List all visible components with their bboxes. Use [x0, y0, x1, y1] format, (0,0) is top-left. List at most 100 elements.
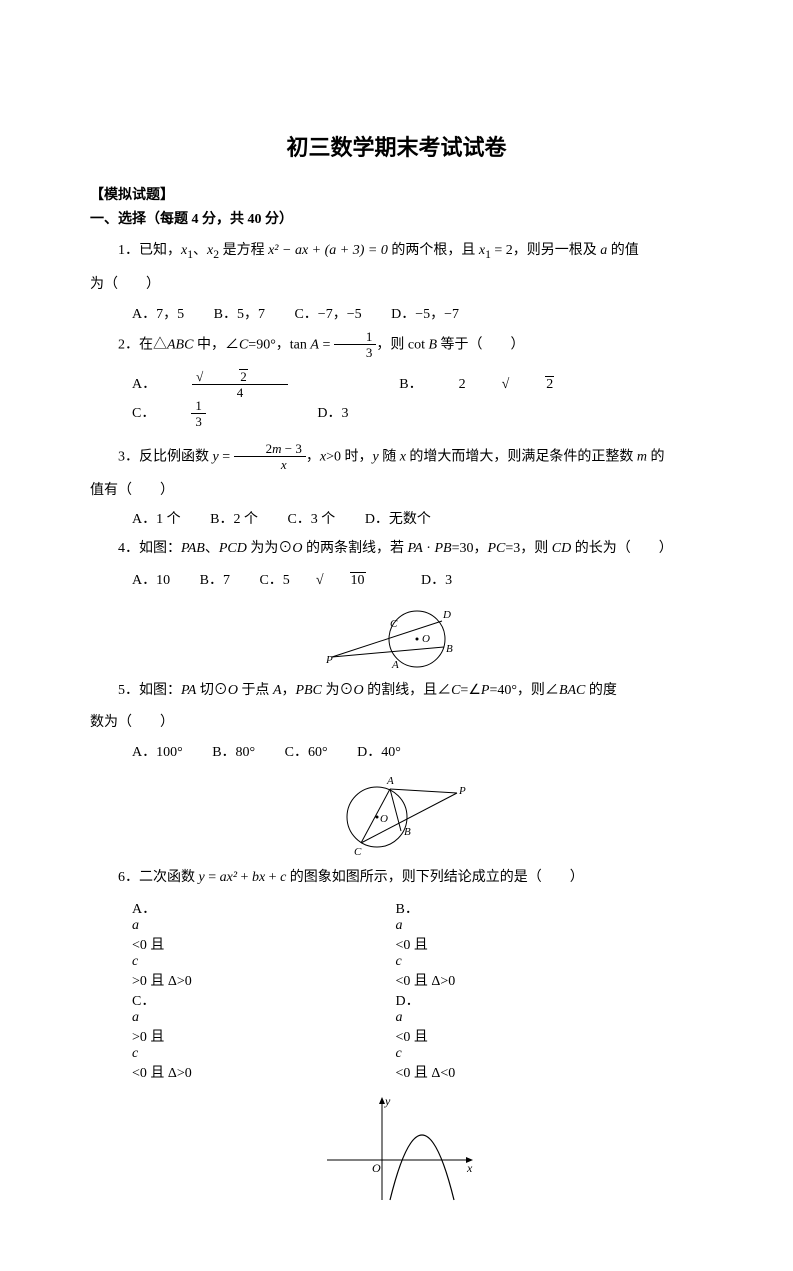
q2-opt-b-pre: B． — [399, 373, 422, 393]
q3-den: x — [234, 457, 306, 471]
q6-a: a — [220, 870, 227, 885]
q5-num: 5． — [118, 683, 139, 698]
q1-text-c: 的两个根，且 — [388, 243, 479, 258]
q3-num: 3． — [118, 449, 139, 464]
page-title: 初三数学期末考试试卷 — [90, 130, 703, 162]
q5-o2: O — [353, 683, 363, 698]
fig4-P: P — [325, 654, 333, 666]
q1-sep: 、 — [193, 243, 207, 258]
q4-opt-b: B．7 — [200, 569, 230, 589]
q4-pab: PAB — [181, 541, 205, 556]
q4-opt-a: A．10 — [132, 569, 170, 589]
q5-a: A — [273, 683, 282, 698]
q3-text-f: 的增大而增大，则满足条件的正整数 — [406, 449, 637, 464]
q5-cont: 数为（ ） — [90, 710, 703, 737]
q6-text-a: 二次函数 — [139, 870, 199, 885]
q5-text-b: 切⊙ — [196, 683, 228, 698]
q2-a-den: 4 — [192, 385, 288, 399]
q2-a-rad: 2 — [239, 369, 248, 383]
q5-bac: BAC — [559, 683, 585, 698]
q2-b-val: 2 — [459, 377, 466, 393]
q4-text-c: 的两条割线，若 — [302, 541, 407, 556]
figure-4: P A B C D O — [90, 597, 703, 672]
q1-opt-a: A．7，5 — [132, 303, 184, 323]
fig6-O: O — [372, 1161, 381, 1175]
q1-text-b: 是方程 — [219, 243, 268, 258]
q2-b: B — [428, 337, 437, 352]
q1-eq: x² − ax + (a + 3) = 0 — [268, 243, 388, 258]
q2-c-num: 1 — [191, 399, 206, 414]
q2-abc: ABC — [167, 337, 193, 352]
q4-opt-c: C．5√10 — [259, 569, 391, 589]
q5-text-d: ， — [282, 683, 296, 698]
q2-num: 2． — [118, 337, 139, 352]
q6-p2: + — [265, 870, 280, 885]
q1-opt-b: B．5，7 — [214, 303, 265, 323]
q4-pa: PA — [407, 541, 422, 556]
fig6-y: y — [384, 1094, 391, 1108]
q1-opt-c: C．−7，−5 — [294, 303, 361, 323]
q3-text-c: ， — [306, 449, 320, 464]
fig5-C: C — [354, 846, 362, 858]
q3-text-a: 反比例函数 — [139, 449, 213, 464]
q4-pcd: PCD — [219, 541, 247, 556]
q4-c-pre: C．5 — [259, 569, 289, 589]
q6-x2: x² — [227, 870, 237, 885]
q2-frac-den: 3 — [334, 345, 377, 359]
section-one-header: 一、选择（每题 4 分，共 40 分） — [90, 208, 703, 228]
q2-text-f: 等于（ ） — [437, 337, 525, 352]
q3-text-b: = — [219, 449, 234, 464]
q2-opt-a: A．√24 — [132, 370, 360, 400]
q2-text-b: 中，∠ — [193, 337, 239, 352]
q3-num-m: m — [272, 441, 281, 456]
question-5: 5．如图：PA 切⊙O 于点 A，PBC 为⊙O 的割线，且∠C=∠P=40°，… — [90, 678, 703, 705]
q3-text-e: 随 — [379, 449, 400, 464]
q5-text-e: 为⊙ — [322, 683, 354, 698]
q6-b: b — [252, 870, 259, 885]
q4-pb: PB — [434, 541, 451, 556]
q4-o: O — [292, 541, 302, 556]
q4-cdot: · — [423, 541, 435, 556]
q6-options: A．a<0 且 c>0 且 Δ>0 B．a<0 且 c<0 且 Δ>0 C．a>… — [132, 898, 703, 1082]
fig5-svg: A P B C O — [322, 769, 472, 859]
q6-text-c: 的图象如图所示，则下列结论成立的是（ ） — [286, 870, 584, 885]
q5-text-c: 于点 — [238, 683, 273, 698]
fig4-svg: P A B C D O — [322, 597, 472, 672]
q6-num: 6． — [118, 870, 139, 885]
q6-opt-a: A．a<0 且 c>0 且 Δ>0 — [132, 898, 392, 990]
q1-num: 1． — [118, 243, 139, 258]
q4-options: A．10 B．7 C．5√10 D．3 — [132, 569, 703, 589]
fig6-x: x — [466, 1161, 473, 1175]
q6-opt-b: B．a<0 且 c<0 且 Δ>0 — [396, 898, 656, 990]
q6-opt-c: C．a>0 且 c<0 且 Δ>0 — [132, 990, 392, 1082]
q1-options: A．7，5 B．5，7 C．−7，−5 D．−5，−7 — [132, 303, 703, 323]
q2-text-a: 在△ — [139, 337, 167, 352]
q3-text-d: >0 时， — [326, 449, 372, 464]
q6-p1: + — [237, 870, 252, 885]
q4-sep: 、 — [205, 541, 219, 556]
q5-opt-d: D．40° — [357, 741, 401, 761]
question-4: 4．如图：PAB、PCD 为为⊙O 的两条割线，若 PA · PB=30，PC=… — [90, 536, 703, 563]
q4-opt-d: D．3 — [421, 569, 452, 589]
q5-pbc: PBC — [296, 683, 322, 698]
q4-c-rad: 10 — [350, 572, 366, 589]
q3-text-g: 的 — [647, 449, 665, 464]
q3-opt-d: D．无数个 — [365, 508, 431, 528]
q3-m: m — [637, 449, 647, 464]
q2-frac-num: 1 — [334, 330, 377, 345]
question-2: 2．在△ABC 中，∠C=90°，tan A = 13，则 cot B 等于（ … — [90, 331, 703, 360]
q2-text-d: = — [319, 337, 334, 352]
q4-text-f: 的长为（ ） — [571, 541, 673, 556]
fig4-B: B — [446, 643, 453, 655]
q2-c: C — [239, 337, 248, 352]
fig4-C: C — [390, 618, 398, 630]
q2-opt-c: C．13 — [132, 400, 278, 429]
q6-opt-d: D．a<0 且 c<0 且 Δ<0 — [396, 990, 656, 1082]
q4-pc: PC — [487, 541, 505, 556]
fig4-O: O — [422, 633, 430, 645]
q5-opt-a: A．100° — [132, 741, 183, 761]
q4-text-e: =3，则 — [505, 541, 551, 556]
fig4-A: A — [391, 659, 399, 671]
q3-options: A．1 个 B．2 个 C．3 个 D．无数个 — [132, 508, 703, 528]
q2-opt-b: B．2√2 — [399, 373, 590, 393]
